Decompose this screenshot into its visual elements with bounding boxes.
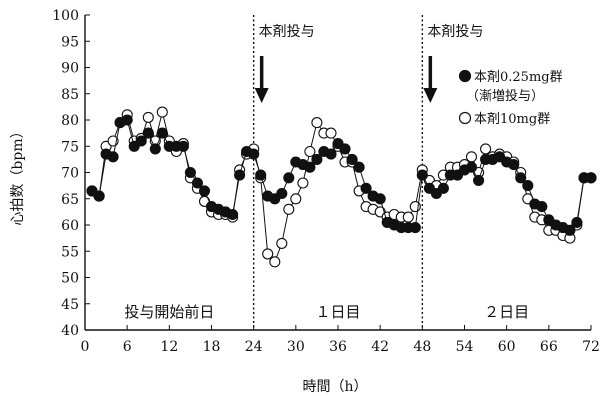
- series-1: [86, 114, 597, 236]
- data-point: [149, 143, 161, 155]
- data-point: [142, 111, 154, 123]
- axes: 40 45 50 55 60 65 70 75 80 85 90 95 100 0 6 12 18 24 30 36 4…: [52, 8, 600, 355]
- data-point: [156, 127, 168, 139]
- data-point: [402, 211, 414, 223]
- data-point: [473, 174, 485, 186]
- y-tick-label: 60: [61, 218, 79, 234]
- data-point: [304, 161, 316, 173]
- y-tick-label: 40: [61, 323, 79, 339]
- y-tick-label: 80: [61, 113, 79, 129]
- data-point: [515, 172, 527, 184]
- data-point: [304, 145, 316, 158]
- data-point: [571, 216, 583, 228]
- y-axis-label: 心拍数（bpm）: [10, 124, 26, 225]
- data-point: [346, 153, 358, 165]
- y-tick-label: 50: [61, 271, 79, 287]
- period-label: １日目: [315, 303, 360, 321]
- x-tick-label: 66: [540, 339, 558, 355]
- legend-marker-filled: [458, 69, 472, 83]
- y-tick-label: 90: [61, 61, 79, 77]
- data-point: [177, 140, 189, 152]
- y-tick-label: 100: [52, 8, 79, 24]
- y-tick-label: 70: [61, 166, 79, 182]
- data-point: [480, 143, 492, 155]
- legend-marker-open: [458, 111, 472, 125]
- x-tick-label: 24: [245, 339, 263, 355]
- data-point: [248, 148, 260, 160]
- data-point: [121, 114, 133, 126]
- data-point: [465, 151, 478, 163]
- data-point: [508, 159, 520, 171]
- period-label: ２日目: [484, 303, 529, 321]
- data-point: [107, 151, 119, 163]
- data-point: [536, 201, 548, 213]
- series-layer: [86, 106, 597, 268]
- y-tick-label: 45: [61, 297, 79, 313]
- legend-note-series-1: （漸増投与）: [466, 88, 544, 104]
- data-point: [465, 161, 478, 173]
- data-point: [184, 166, 196, 179]
- period-labels: 投与開始前日 １日目 ２日目: [124, 303, 529, 321]
- data-point: [276, 187, 288, 200]
- x-tick-label: 42: [371, 339, 389, 355]
- data-point: [262, 248, 274, 260]
- x-tick-label: 48: [413, 339, 431, 355]
- data-point: [416, 169, 428, 181]
- data-point: [325, 127, 337, 139]
- data-point: [437, 182, 449, 194]
- data-point: [374, 193, 386, 205]
- data-point: [135, 135, 147, 147]
- data-point: [564, 224, 576, 236]
- legend-label-series-1: 本剤0.25mg群: [474, 69, 563, 85]
- y-tick-label: 75: [61, 139, 79, 155]
- x-tick-label: 60: [498, 339, 516, 355]
- x-tick-label: 6: [123, 339, 132, 355]
- x-axis-label: 時間（h）: [302, 379, 367, 395]
- data-point: [156, 106, 168, 118]
- x-tick-label: 36: [329, 339, 347, 355]
- y-tick-label: 65: [61, 192, 79, 208]
- data-point: [227, 208, 239, 221]
- data-point: [198, 185, 211, 197]
- data-point: [522, 180, 534, 192]
- data-point: [283, 172, 295, 184]
- x-tick-label: 12: [160, 339, 178, 355]
- dose-label: 本剤投与: [427, 24, 483, 40]
- data-point: [360, 182, 372, 194]
- x-tick-label: 0: [81, 339, 90, 355]
- data-point: [290, 193, 302, 205]
- data-point: [409, 222, 421, 234]
- data-point: [311, 117, 323, 129]
- y-tick-label: 95: [61, 34, 79, 50]
- data-point: [353, 161, 365, 173]
- data-point: [191, 177, 203, 189]
- x-tick-label: 18: [203, 339, 221, 355]
- data-point: [297, 177, 309, 189]
- data-point: [325, 148, 337, 160]
- y-tick-label: 85: [61, 87, 79, 103]
- legend-label-series-2: 本剤10mg群: [474, 111, 550, 127]
- period-label: 投与開始前日: [124, 303, 214, 321]
- x-tick-label: 30: [287, 339, 305, 355]
- data-point: [269, 256, 281, 268]
- data-point: [311, 153, 323, 165]
- legend: 本剤0.25mg群 （漸増投与） 本剤10mg群: [458, 69, 563, 127]
- dose-arrow-head: [254, 88, 269, 103]
- x-tick-label: 72: [582, 339, 600, 355]
- data-point: [255, 169, 267, 181]
- dose-label: 本剤投与: [259, 24, 315, 40]
- x-tick-label: 54: [456, 339, 474, 355]
- data-point: [142, 127, 154, 139]
- data-point: [339, 143, 351, 155]
- data-point: [283, 203, 295, 215]
- dose-arrow-head: [423, 88, 438, 103]
- data-point: [276, 237, 288, 249]
- y-tick-label: 55: [61, 244, 79, 260]
- data-point: [585, 172, 597, 184]
- data-point: [234, 169, 246, 181]
- data-point: [93, 190, 105, 202]
